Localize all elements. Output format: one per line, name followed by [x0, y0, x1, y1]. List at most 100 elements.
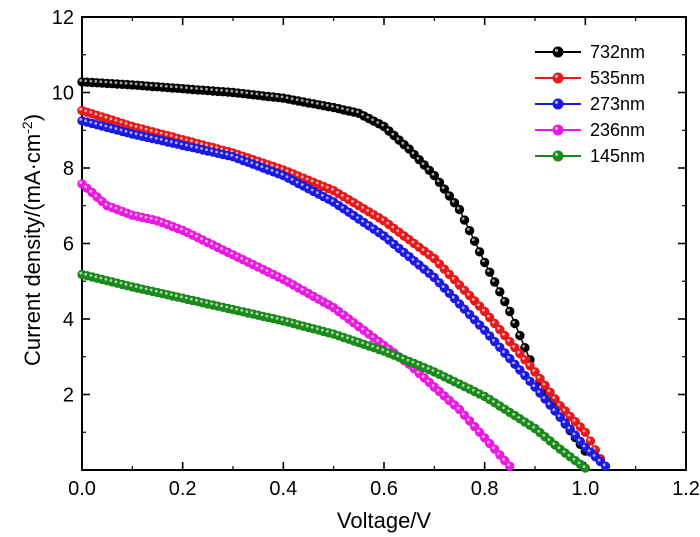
data-point-highlight — [220, 88, 224, 92]
data-point-highlight — [190, 232, 193, 236]
legend-marker-highlight — [554, 100, 559, 104]
data-point — [469, 236, 480, 246]
data-point-highlight — [114, 206, 118, 210]
data-point-highlight — [149, 288, 153, 292]
data-point-highlight — [315, 296, 319, 300]
data-point-highlight — [169, 223, 173, 227]
data-point-highlight — [300, 323, 304, 327]
data-point-highlight — [310, 101, 314, 104]
data-point-highlight — [366, 223, 369, 226]
data-point-highlight — [205, 143, 208, 147]
data-point-highlight — [134, 132, 138, 136]
data-point-highlight — [456, 406, 460, 410]
data-point-highlight — [285, 169, 289, 173]
data-point-highlight — [431, 172, 435, 176]
data-point-highlight — [426, 270, 430, 274]
data-point-highlight — [451, 276, 455, 280]
data-point-highlight — [280, 95, 284, 99]
series-273nm — [77, 116, 611, 471]
data-point-highlight — [300, 99, 304, 102]
data-point-highlight — [169, 140, 173, 144]
data-point-highlight — [396, 229, 400, 233]
data-point-highlight — [426, 367, 430, 370]
data-point-highlight — [466, 311, 470, 315]
legend-marker-highlight — [554, 74, 559, 78]
data-point-highlight — [320, 102, 324, 106]
data-point-highlight — [446, 397, 450, 401]
data-point-highlight — [376, 121, 380, 124]
data-point-highlight — [245, 310, 249, 313]
data-point-highlight — [517, 350, 520, 354]
data-point-highlight — [250, 261, 254, 265]
data-point-highlight — [185, 143, 188, 147]
data-point-highlight — [89, 189, 93, 193]
data-point-highlight — [210, 242, 214, 246]
data-point-highlight — [482, 308, 485, 312]
data-point-highlight — [215, 244, 219, 248]
data-point-highlight — [99, 276, 103, 280]
legend-marker — [552, 72, 564, 84]
legend-item-535nm: 535nm — [535, 68, 645, 88]
data-point-highlight — [195, 234, 198, 238]
data-point-highlight — [190, 297, 193, 301]
data-point-highlight — [235, 254, 239, 258]
data-point-highlight — [426, 167, 430, 171]
data-point-highlight — [552, 442, 556, 446]
data-point — [510, 318, 520, 329]
data-point-highlight — [220, 304, 224, 308]
data-point-highlight — [185, 229, 188, 233]
data-point-highlight — [235, 155, 239, 159]
data-point-highlight — [492, 400, 495, 403]
data-point-highlight — [159, 219, 163, 223]
data-point-highlight — [230, 252, 234, 255]
data-point — [485, 267, 495, 277]
data-point — [515, 330, 525, 341]
data-point-highlight — [174, 225, 178, 229]
series-732nm — [77, 77, 591, 456]
data-point-highlight — [79, 118, 83, 121]
series-236nm — [77, 179, 515, 471]
data-point-highlight — [497, 403, 500, 406]
legend-marker-highlight — [554, 152, 559, 156]
data-point-highlight — [109, 204, 113, 208]
data-point-highlight — [119, 120, 123, 124]
data-point-highlight — [416, 156, 420, 160]
data-point-highlight — [336, 202, 339, 206]
data-point-highlight — [280, 318, 284, 321]
y-tick-label: 10 — [52, 83, 74, 105]
data-point-highlight — [537, 390, 541, 393]
data-point-highlight — [381, 233, 385, 237]
data-point-highlight — [527, 363, 531, 366]
data-point-highlight — [195, 87, 198, 90]
data-point-highlight — [310, 179, 314, 183]
data-point-highlight — [185, 296, 188, 300]
data-point-highlight — [84, 185, 88, 189]
data-point-highlight — [456, 206, 460, 210]
data-point-highlight — [124, 122, 128, 125]
data-point-highlight — [562, 420, 566, 424]
data-point-highlight — [487, 440, 490, 444]
data-point-highlight — [325, 196, 329, 200]
data-point-highlight — [280, 167, 284, 170]
data-point-highlight — [346, 196, 349, 200]
data-point-highlight — [310, 326, 314, 329]
data-point-highlight — [200, 147, 203, 150]
data-point — [580, 463, 591, 473]
data-point-highlight — [552, 408, 556, 412]
x-tick-label: 0.8 — [471, 478, 499, 500]
data-point-highlight — [139, 214, 143, 218]
legend-marker — [552, 150, 564, 162]
data-point-highlight — [144, 134, 148, 138]
data-point-highlight — [84, 109, 88, 113]
data-point-highlight — [361, 341, 364, 345]
data-point-highlight — [220, 247, 224, 250]
data-point-highlight — [376, 346, 380, 350]
data-point-highlight — [159, 131, 163, 135]
legend-label: 145nm — [590, 146, 645, 166]
data-point-highlight — [290, 97, 294, 101]
data-point-highlight — [215, 150, 219, 154]
data-point-highlight — [174, 135, 178, 139]
data-point-highlight — [356, 216, 359, 220]
data-point-highlight — [482, 327, 485, 331]
